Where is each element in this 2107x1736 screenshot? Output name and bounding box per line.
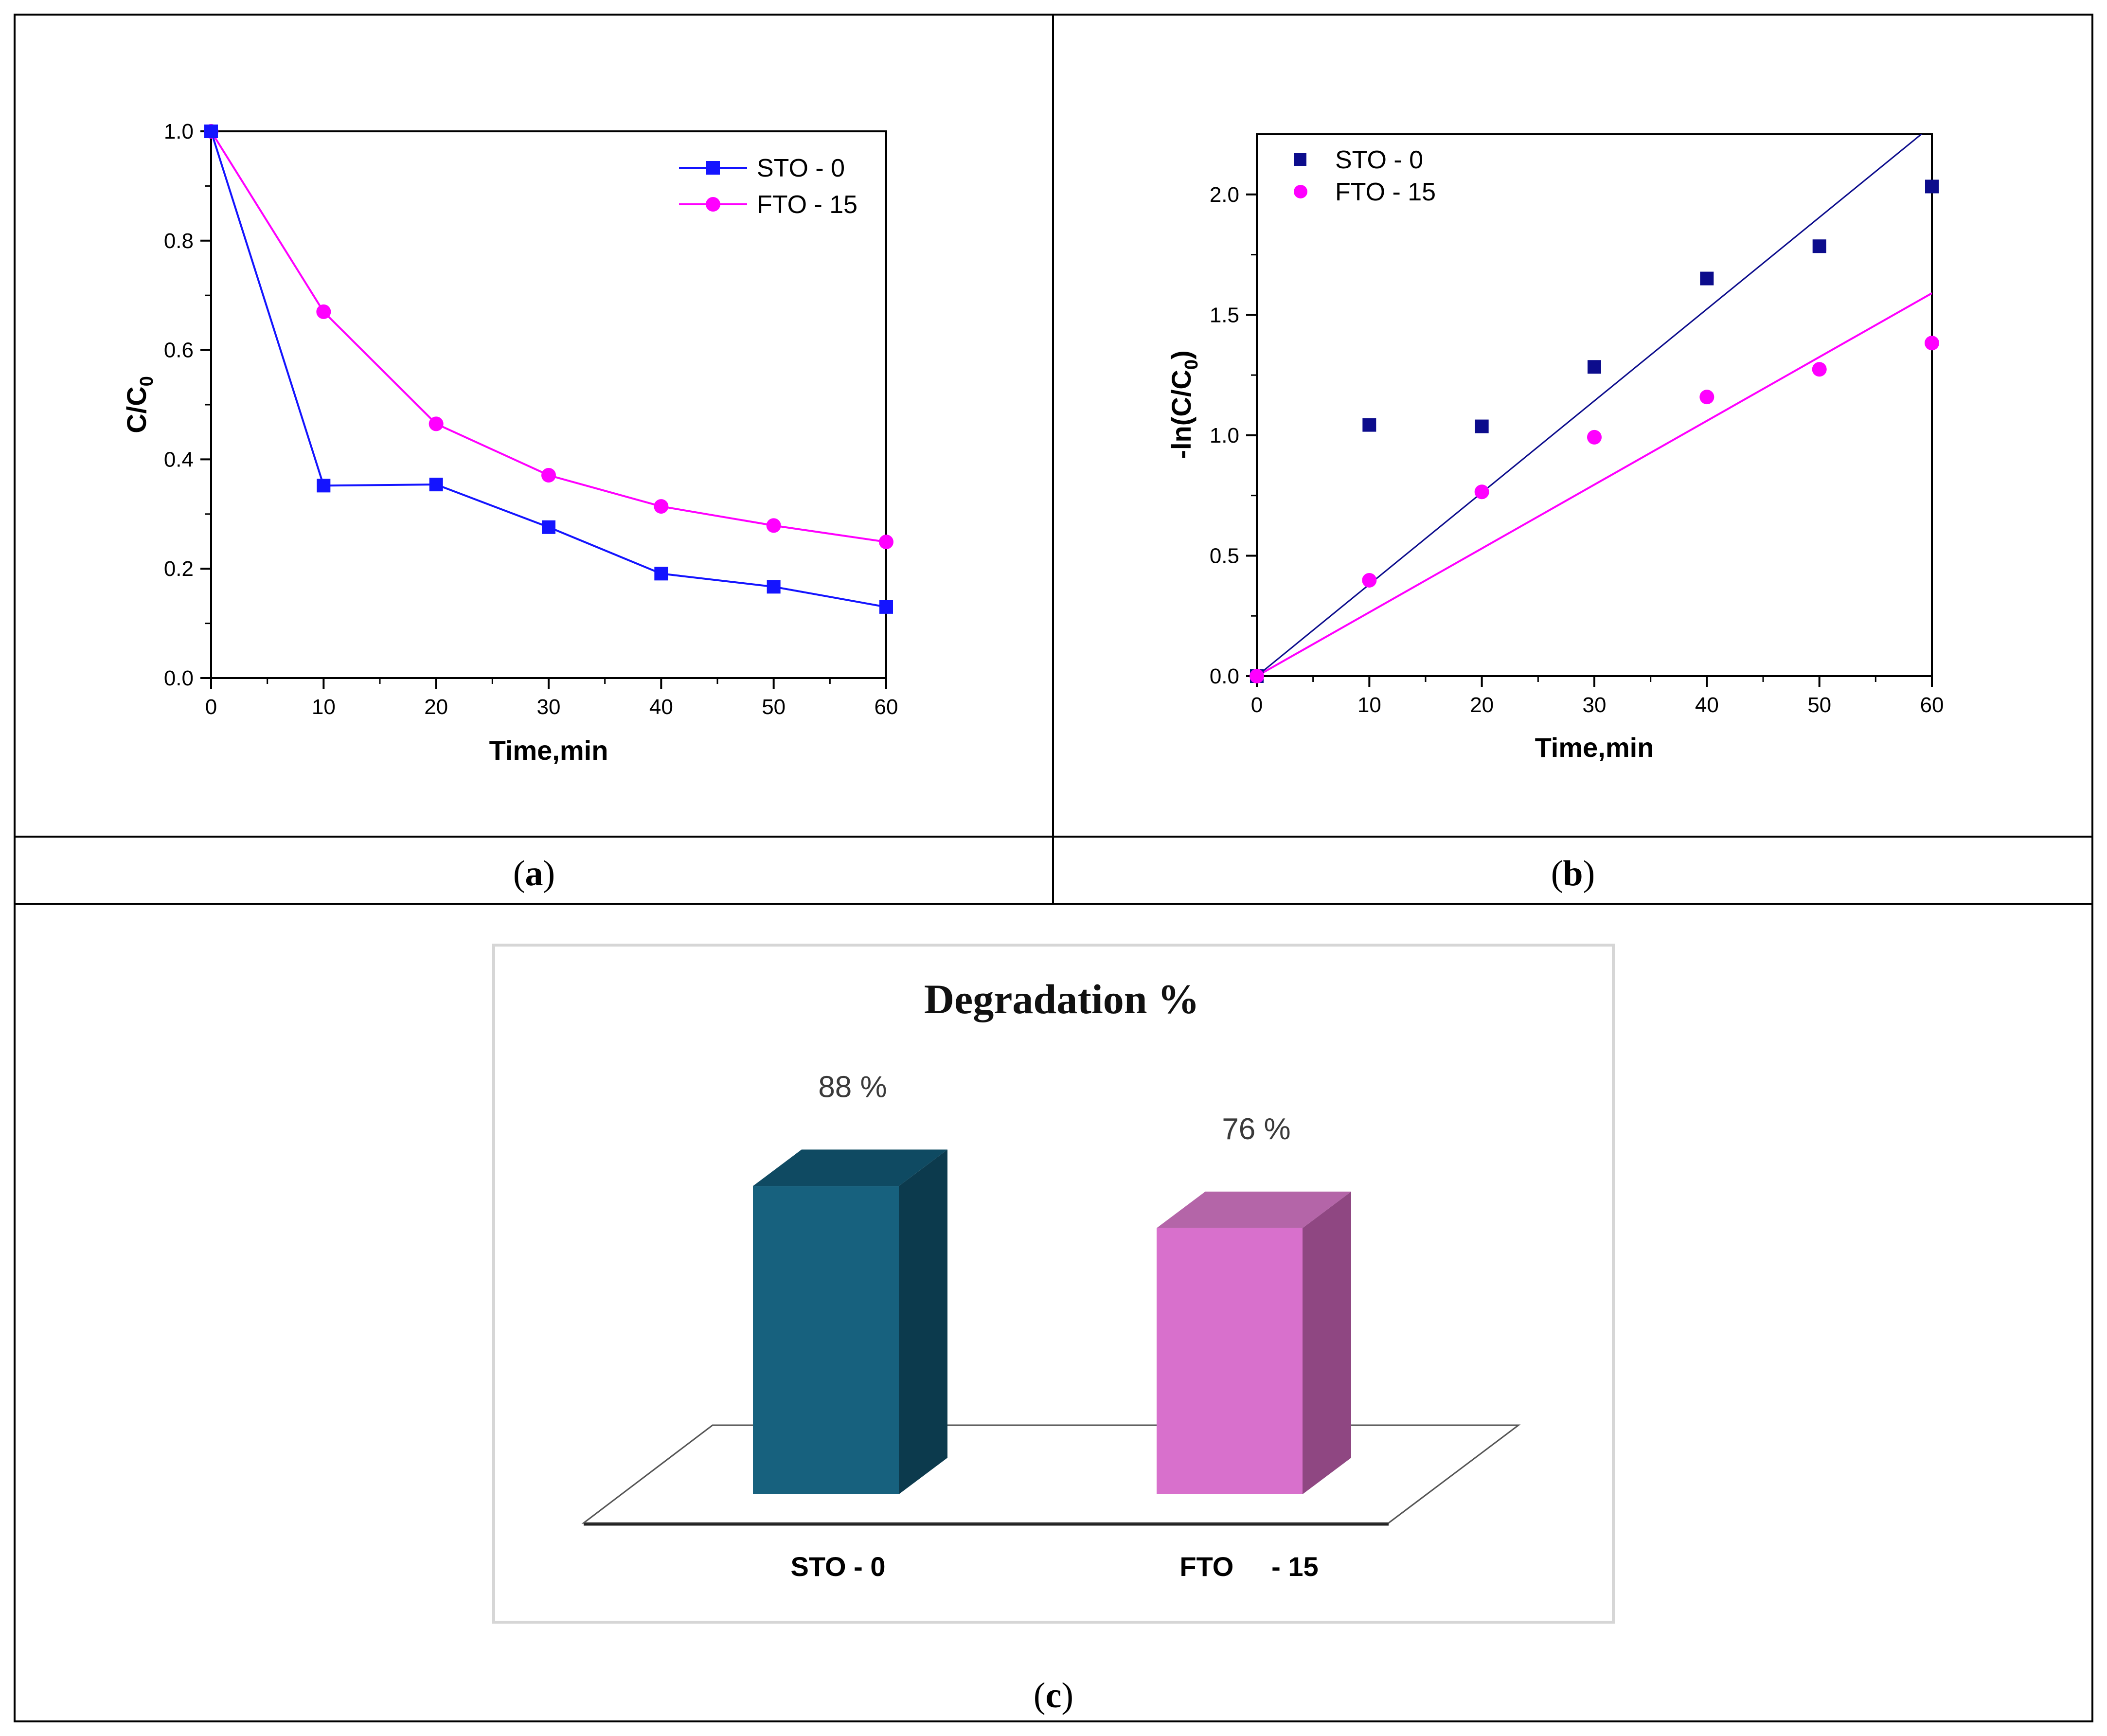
chart-b-point-fto xyxy=(1362,573,1377,588)
chart-a-point-sto xyxy=(317,479,331,493)
chart-a-point-fto xyxy=(654,499,669,514)
chart-b-fit-lines xyxy=(1257,134,1932,676)
chart-b-xtick-label: 0 xyxy=(1251,693,1263,717)
chart-c: Degradation % 88 % STO - 0 76 % FTO - 15 xyxy=(492,944,1615,1624)
chart-a-xtick-label: 10 xyxy=(312,695,336,719)
chart-b-point-fto xyxy=(1474,484,1489,500)
chart-b-point-fto xyxy=(1812,362,1827,377)
chart-a-xtick-label: 0 xyxy=(205,695,217,719)
chart-c-value-label-0: 88 % xyxy=(818,1070,887,1104)
chart-a-point-fto xyxy=(429,416,444,431)
chart-c-value-label-1: 76 % xyxy=(1222,1112,1290,1146)
chart-a-point-sto xyxy=(654,567,668,581)
panel-caption-c: (c) xyxy=(1034,1676,1073,1716)
chart-a: 0 10 20 30 40 50 60 0.0 0.2 0.4 0.6 0.8 1.0 Time,min… xyxy=(121,120,898,766)
chart-b-axes: 0 10 20 30 40 50 60 0.0 0.5 1.0 1.5 2.0 xyxy=(1210,183,1944,717)
chart-b-xtick-label: 40 xyxy=(1695,693,1719,717)
chart-a-point-sto xyxy=(429,478,443,492)
chart-b-xtick-label: 10 xyxy=(1357,693,1381,717)
chart-b-point-sto xyxy=(1588,360,1601,374)
chart-a-xlabel: Time,min xyxy=(489,735,608,766)
panel-caption-b: (b) xyxy=(1551,854,1595,894)
chart-a-xtick-label: 30 xyxy=(537,695,561,719)
chart-b-ytick-label: 2.0 xyxy=(1210,183,1239,207)
chart-a-legend: STO - 0 FTO - 15 xyxy=(679,154,857,219)
chart-a-xtick-label: 60 xyxy=(875,695,898,719)
chart-a-point-sto xyxy=(767,580,781,594)
chart-b-plot-frame xyxy=(1256,133,1933,677)
chart-c-bars: 88 % STO - 0 76 % FTO - 15 xyxy=(753,1070,1351,1582)
chart-a-point-fto xyxy=(879,535,893,550)
chart-c-bar-top-1 xyxy=(1157,1191,1351,1228)
chart-b-xtick-label: 30 xyxy=(1583,693,1607,717)
chart-b-ytick-label: 1.5 xyxy=(1210,303,1239,327)
chart-b-point-fto xyxy=(1587,430,1602,445)
chart-a-ytick-label: 0.8 xyxy=(164,229,194,253)
chart-b-point-sto xyxy=(1812,239,1826,253)
chart-c-bar-side-1 xyxy=(1303,1191,1351,1494)
chart-b-xlabel: Time,min xyxy=(1535,732,1654,763)
chart-a-legend-marker-fto xyxy=(706,197,720,212)
chart-c-category-label-0: STO - 0 xyxy=(790,1551,885,1582)
chart-a-legend-marker-sto xyxy=(706,161,720,175)
chart-a-xtick-label: 20 xyxy=(424,695,448,719)
chart-b-legend: STO - 0 FTO - 15 xyxy=(1294,146,1436,206)
chart-b-fit-line-1 xyxy=(1257,292,1932,676)
chart-b-point-fto xyxy=(1699,390,1714,405)
chart-c-bar-1 xyxy=(1157,1228,1303,1494)
chart-b-ytick-label: 0.5 xyxy=(1210,544,1239,568)
chart-a-series xyxy=(204,124,893,614)
chart-b-legend-marker-fto xyxy=(1294,185,1307,198)
chart-b-point-sto xyxy=(1700,271,1714,286)
chart-b-xtick-label: 60 xyxy=(1920,693,1944,717)
figure-frame xyxy=(14,14,2093,1722)
chart-b-point-sto xyxy=(1362,418,1376,432)
chart-c-category-label-1: FTO - 15 xyxy=(1179,1551,1318,1582)
chart-a-point-fto xyxy=(541,467,556,483)
chart-b-series xyxy=(1250,134,1939,683)
chart-a-ytick-label: 0.4 xyxy=(164,447,194,471)
chart-b: 0 10 20 30 40 50 60 0.0 0.5 1.0 1.5 2.0 Time,min -l… xyxy=(1166,133,1944,763)
chart-c-floor xyxy=(581,1424,1521,1524)
chart-b-legend-label-fto: FTO - 15 xyxy=(1335,178,1436,206)
chart-c-bar-0 xyxy=(753,1186,899,1494)
chart-b-point-sto xyxy=(1925,179,1939,194)
chart-c-title: Degradation % xyxy=(924,976,1199,1022)
chart-b-legend-label-sto: STO - 0 xyxy=(1335,146,1423,174)
chart-a-ytick-label: 1.0 xyxy=(164,120,194,143)
chart-a-ylabel: C/C0 xyxy=(121,376,157,433)
chart-b-point-sto xyxy=(1475,419,1489,433)
chart-a-point-sto xyxy=(542,520,555,534)
chart-a-xtick-label: 50 xyxy=(762,695,786,719)
chart-b-xtick-label: 20 xyxy=(1470,693,1494,717)
chart-a-legend-label-fto: FTO - 15 xyxy=(757,191,857,219)
panel-caption-a: (a) xyxy=(513,854,555,894)
chart-a-xtick-label: 40 xyxy=(649,695,673,719)
chart-b-ytick-label: 1.0 xyxy=(1210,424,1239,447)
chart-b-xtick-label: 50 xyxy=(1807,693,1831,717)
chart-a-ytick-label: 0.2 xyxy=(164,557,194,581)
chart-c-bar-top-0 xyxy=(753,1149,947,1186)
chart-c-bar-side-0 xyxy=(899,1149,947,1494)
chart-b-point-fto xyxy=(1925,336,1939,351)
chart-b-ytick-label: 0.0 xyxy=(1210,664,1239,688)
chart-a-legend-label-sto: STO - 0 xyxy=(757,154,845,182)
chart-b-legend-marker-sto xyxy=(1294,153,1306,166)
chart-a-axes: 0 10 20 30 40 50 60 0.0 0.2 0.4 0.6 0.8 1.0 xyxy=(164,120,898,719)
chart-a-point-fto xyxy=(766,518,781,533)
chart-b-point-fto xyxy=(1250,669,1264,683)
chart-b-ylabel: -ln(C/C0) xyxy=(1166,350,1202,459)
chart-b-fit-line-0 xyxy=(1257,134,1923,676)
chart-a-point-sto xyxy=(879,600,893,614)
chart-a-ytick-label: 0.0 xyxy=(164,666,194,690)
chart-a-point-sto xyxy=(204,125,218,138)
chart-a-ytick-label: 0.6 xyxy=(164,339,194,362)
chart-a-point-fto xyxy=(316,304,331,319)
